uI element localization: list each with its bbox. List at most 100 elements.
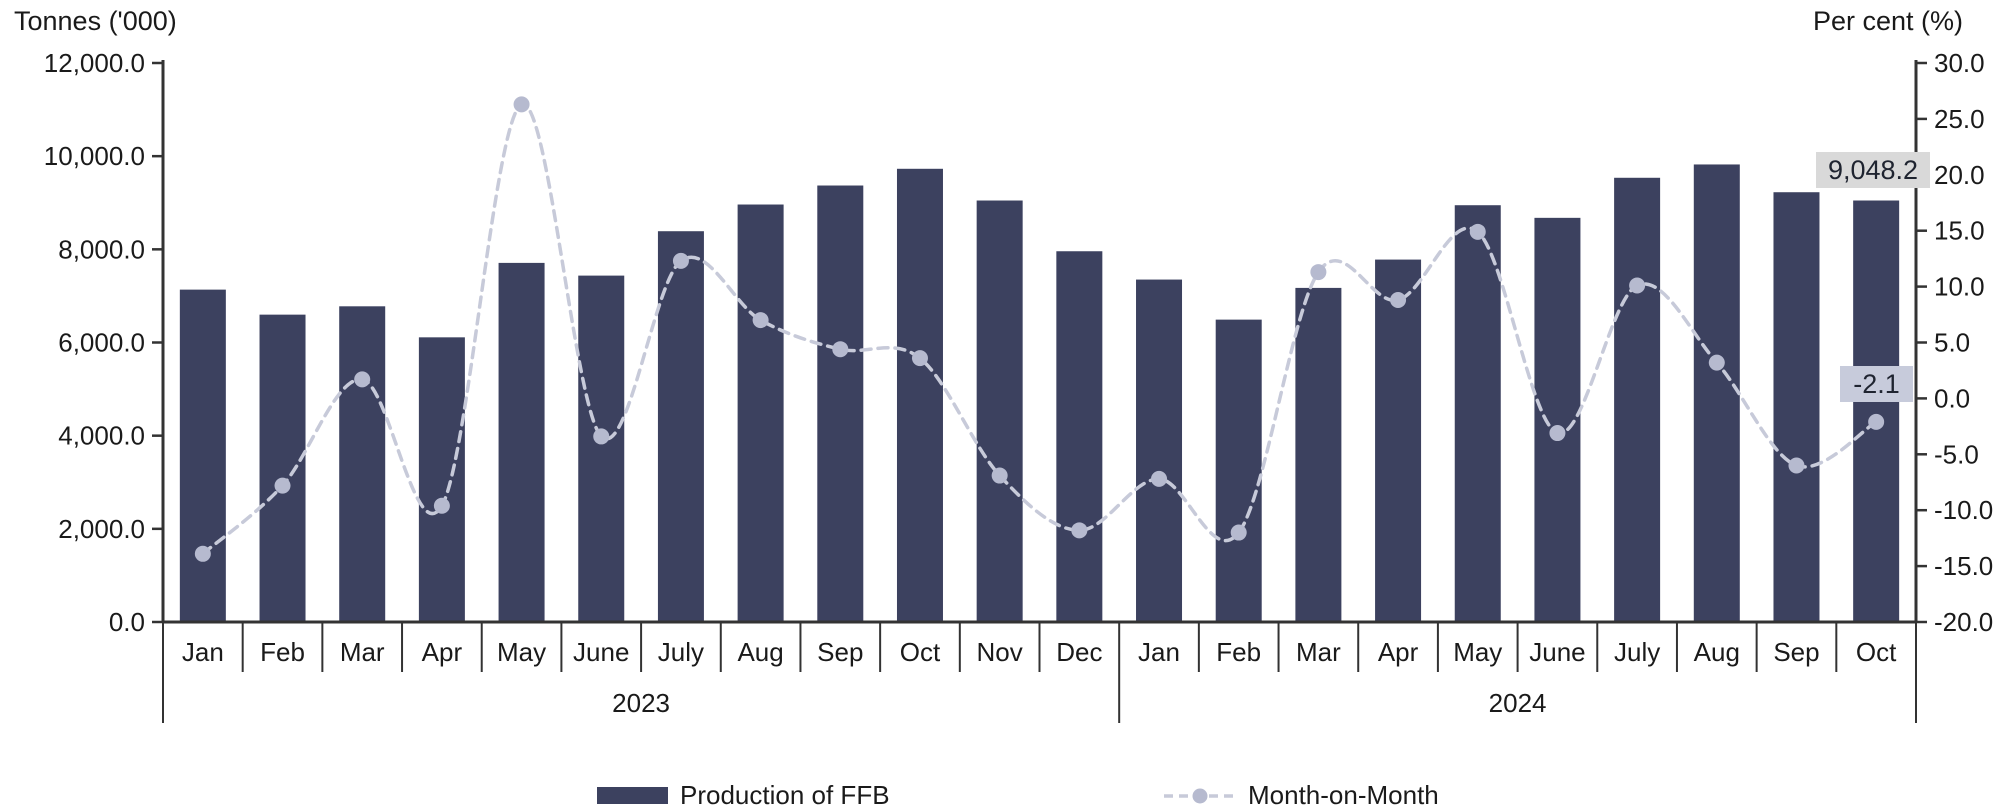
chart-legend: Production of FFB Month-on-Month bbox=[0, 780, 2000, 810]
month-label: Mar bbox=[1296, 637, 1341, 667]
right-axis-tick-label: -15.0 bbox=[1934, 551, 1993, 581]
year-label-2023: 2023 bbox=[612, 688, 670, 718]
bar-mar-2023 bbox=[339, 306, 386, 622]
left-axis-tick-label: 10,000.0 bbox=[44, 141, 145, 171]
month-label: Aug bbox=[1694, 637, 1740, 667]
month-label: Dec bbox=[1056, 637, 1102, 667]
bar-feb-2023 bbox=[259, 314, 306, 622]
month-label: Oct bbox=[900, 637, 941, 667]
month-label: May bbox=[1453, 637, 1502, 667]
line-marker-20 bbox=[1708, 354, 1725, 371]
bar-jan-2024 bbox=[1136, 279, 1183, 622]
bar-apr-2023 bbox=[418, 337, 465, 622]
month-on-month-line bbox=[201, 102, 1878, 556]
month-label: Apr bbox=[1378, 637, 1419, 667]
bar-june-2024 bbox=[1534, 217, 1581, 622]
line-marker-2 bbox=[274, 477, 291, 494]
line-marker-21 bbox=[1788, 457, 1805, 474]
right-axis-tick-label: 15.0 bbox=[1934, 216, 1985, 246]
month-label: June bbox=[573, 637, 629, 667]
line-marker-5 bbox=[513, 96, 530, 113]
month-label: Jan bbox=[1138, 637, 1180, 667]
line-marker-13 bbox=[1151, 470, 1168, 487]
bar-may-2023 bbox=[498, 262, 545, 622]
line-marker-15 bbox=[1310, 264, 1327, 281]
line-marker-14 bbox=[1230, 524, 1247, 541]
line-marker-17 bbox=[1469, 223, 1486, 240]
bar-mar-2024 bbox=[1295, 287, 1342, 622]
line-marker-19 bbox=[1629, 277, 1646, 294]
line-marker-1 bbox=[194, 545, 211, 562]
bar-sep-2024 bbox=[1773, 192, 1820, 622]
bar-series-swatch bbox=[597, 787, 668, 804]
bar-aug-2023 bbox=[737, 204, 784, 622]
month-label: July bbox=[1614, 637, 1660, 667]
line-marker-11 bbox=[991, 467, 1008, 484]
left-axis-tick-label: 8,000.0 bbox=[58, 234, 145, 264]
left-axis-title: Tonnes ('000) bbox=[14, 6, 177, 36]
month-label: Feb bbox=[1216, 637, 1261, 667]
line-marker-18 bbox=[1549, 425, 1566, 442]
month-label: Sep bbox=[1773, 637, 1819, 667]
legend-label-mom: Month-on-Month bbox=[1248, 780, 1439, 810]
right-axis-tick-label: 5.0 bbox=[1934, 328, 1970, 358]
bar-jan-2023 bbox=[179, 289, 226, 622]
right-axis-tick-label: 30.0 bbox=[1934, 48, 1985, 78]
month-label: July bbox=[658, 637, 704, 667]
month-label: Sep bbox=[817, 637, 863, 667]
month-label: June bbox=[1529, 637, 1585, 667]
line-marker-3 bbox=[354, 371, 371, 388]
last-line-value-label: -2.1 bbox=[1840, 366, 1913, 402]
line-marker-8 bbox=[752, 312, 769, 329]
month-label: Oct bbox=[1856, 637, 1897, 667]
left-axis-tick-label: 0.0 bbox=[109, 607, 145, 637]
left-axis-tick-label: 4,000.0 bbox=[58, 421, 145, 451]
month-label: Mar bbox=[340, 637, 385, 667]
month-label: Jan bbox=[182, 637, 224, 667]
bar-oct-2023 bbox=[896, 168, 943, 622]
right-axis-tick-label: 10.0 bbox=[1934, 272, 1985, 302]
month-label: Feb bbox=[260, 637, 305, 667]
legend-item-production: Production of FFB bbox=[597, 780, 890, 810]
bar-sep-2023 bbox=[817, 185, 864, 622]
bar-july-2023 bbox=[657, 231, 704, 623]
line-marker-7 bbox=[672, 252, 689, 269]
right-axis-tick-label: -5.0 bbox=[1934, 439, 1979, 469]
right-axis-tick-label: 25.0 bbox=[1934, 104, 1985, 134]
line-series-swatch bbox=[1164, 788, 1236, 803]
right-axis-tick-label: 20.0 bbox=[1934, 160, 1985, 190]
line-marker-22 bbox=[1868, 413, 1885, 430]
right-axis-tick-label: 0.0 bbox=[1934, 383, 1970, 413]
line-marker-16 bbox=[1390, 292, 1407, 309]
month-label: May bbox=[497, 637, 546, 667]
year-label-2024: 2024 bbox=[1489, 688, 1547, 718]
line-marker-9 bbox=[832, 341, 849, 358]
legend-item-mom: Month-on-Month bbox=[1164, 780, 1439, 810]
bar-dec-2023 bbox=[1056, 251, 1103, 622]
bar-aug-2024 bbox=[1693, 164, 1740, 622]
left-axis-tick-label: 12,000.0 bbox=[44, 48, 145, 78]
line-marker-10 bbox=[911, 350, 928, 367]
left-axis-tick-label: 6,000.0 bbox=[58, 328, 145, 358]
bar-july-2024 bbox=[1614, 177, 1661, 623]
bar-june-2023 bbox=[578, 275, 625, 622]
right-axis-title: Per cent (%) bbox=[1813, 6, 1964, 36]
line-marker-6 bbox=[593, 428, 610, 445]
month-label: Aug bbox=[737, 637, 783, 667]
left-axis-tick-label: 2,000.0 bbox=[58, 514, 145, 544]
right-axis-tick-label: -20.0 bbox=[1934, 607, 1993, 637]
bar-feb-2024 bbox=[1215, 319, 1262, 622]
right-axis-tick-label: -10.0 bbox=[1934, 495, 1993, 525]
month-label: Apr bbox=[422, 637, 463, 667]
legend-label-production: Production of FFB bbox=[680, 780, 890, 810]
line-marker-12 bbox=[1071, 522, 1088, 539]
bar-oct-2024 bbox=[1853, 200, 1900, 622]
month-label: Nov bbox=[977, 637, 1023, 667]
line-marker-4 bbox=[433, 497, 450, 514]
bar-nov-2023 bbox=[976, 200, 1023, 622]
bar-may-2024 bbox=[1454, 205, 1501, 622]
last-bar-value-label: 9,048.2 bbox=[1816, 152, 1930, 188]
bar-apr-2024 bbox=[1375, 259, 1422, 622]
